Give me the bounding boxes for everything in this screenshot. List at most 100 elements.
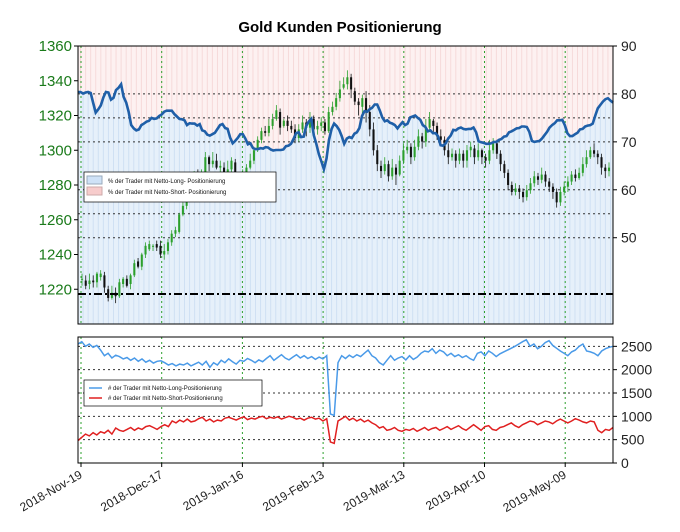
candle-body: [421, 136, 424, 142]
candle-body: [406, 146, 409, 151]
candle-body: [84, 280, 87, 286]
candle-body: [174, 230, 177, 234]
x-tick-label: 2019-May-09: [500, 467, 569, 515]
candle-body: [155, 244, 158, 248]
candle-body: [215, 160, 218, 168]
candle-body: [387, 164, 390, 177]
candle-body: [533, 176, 536, 184]
candle-body: [316, 125, 319, 130]
candle-body: [275, 110, 278, 119]
candle-body: [122, 278, 125, 285]
y-tick-left: 1240: [39, 247, 72, 264]
candle-body: [581, 164, 584, 173]
candle-body: [170, 233, 173, 243]
top-legend: % der Trader mit Netto-Long- Positionier…: [83, 171, 277, 203]
candle-body: [589, 150, 592, 158]
candle-body: [398, 160, 401, 175]
candle-body: [252, 150, 255, 161]
candle-body: [144, 245, 147, 255]
candle-body: [484, 157, 487, 161]
candle-body: [596, 153, 599, 158]
chart-title: Gold Kunden Positionierung: [238, 19, 441, 36]
candle-body: [503, 164, 506, 173]
y-tick-right: 50: [621, 230, 637, 246]
legend-short-traders-label: # der Trader mit Netto-Short-Positionier…: [108, 396, 223, 402]
candle-body: [249, 160, 252, 168]
candle-body: [593, 150, 596, 154]
candle-body: [544, 174, 547, 182]
y-tick-right: 80: [621, 86, 637, 102]
candle-body: [327, 112, 330, 132]
candle-body: [338, 89, 341, 99]
candle-body: [507, 172, 510, 185]
candle-body: [447, 150, 450, 158]
candle-body: [264, 131, 267, 133]
candle-body: [391, 167, 394, 177]
candle-body: [409, 146, 412, 158]
candle-body: [450, 153, 454, 158]
candle-body: [342, 84, 345, 88]
candle-body: [226, 169, 229, 173]
candle-body: [604, 167, 607, 172]
candle-body: [469, 146, 472, 151]
legend-long-traders-label: # der Trader mit Netto-Long-Positionieru…: [108, 386, 222, 392]
candle-body: [110, 292, 113, 298]
legend-long-swatch: [86, 175, 103, 185]
y-tick-left: 1320: [39, 108, 72, 125]
candle-body: [290, 125, 293, 130]
candle-body: [129, 275, 132, 285]
candle-body: [308, 118, 312, 128]
candle-body: [585, 157, 588, 165]
candle-body: [208, 157, 211, 165]
candle-body: [555, 191, 558, 203]
candle-body: [137, 261, 140, 267]
candle-body: [361, 98, 364, 107]
candle-body: [521, 191, 525, 198]
candle-body: [510, 185, 513, 192]
candle-body: [323, 122, 326, 132]
bottom-panel: 0 500 1000 1500 2000 2500 # der Trader mit Ne…: [77, 336, 652, 471]
candle-body: [551, 186, 554, 192]
candle-body: [163, 251, 166, 255]
candle-body: [473, 148, 476, 158]
candle-body: [548, 181, 551, 187]
y-tick-left: 1280: [39, 177, 72, 194]
candle-body: [245, 167, 248, 175]
candle-body: [178, 214, 181, 232]
candle-body: [607, 167, 611, 172]
long-traders-line: [77, 338, 614, 417]
candle-body: [107, 289, 110, 298]
candle-body: [536, 176, 540, 180]
y-axis-bottom-right: 0 500 1000 1500 2000 2500: [613, 338, 652, 471]
candle-body: [256, 139, 259, 151]
candle-body: [357, 101, 360, 106]
candle-body: [279, 112, 282, 128]
y-tick-bottom: 1000: [621, 408, 652, 424]
long-percent-line: [78, 81, 614, 174]
candle-body: [514, 188, 517, 192]
x-tick-label: 2019-Apr-10: [423, 467, 488, 513]
candle-body: [480, 150, 483, 158]
legend-short-label: % der Trader mit Netto-Short- Positionie…: [108, 190, 226, 196]
candle-body: [492, 143, 495, 151]
candle-body: [211, 160, 214, 165]
candle-body: [335, 98, 338, 107]
candle-body: [166, 242, 170, 252]
candle-body: [436, 125, 439, 137]
y-tick-bottom: 2000: [621, 362, 652, 378]
candle-body: [566, 181, 569, 187]
y-tick-right: 90: [621, 38, 637, 54]
legend-short-swatch: [86, 186, 103, 196]
candle-body: [574, 174, 577, 179]
candle-body: [372, 129, 375, 151]
y-tick-bottom: 500: [621, 432, 645, 448]
candle-body: [462, 153, 465, 161]
candle-body: [267, 125, 270, 133]
x-tick-label: 2019-Feb-13: [260, 467, 327, 514]
candle-body: [92, 280, 95, 283]
y-tick-left: 1360: [39, 38, 72, 55]
candle-body: [181, 205, 184, 215]
candle-body: [331, 106, 334, 113]
candle-body: [99, 273, 102, 278]
x-tick-label: 2019-Mar-13: [341, 467, 408, 514]
